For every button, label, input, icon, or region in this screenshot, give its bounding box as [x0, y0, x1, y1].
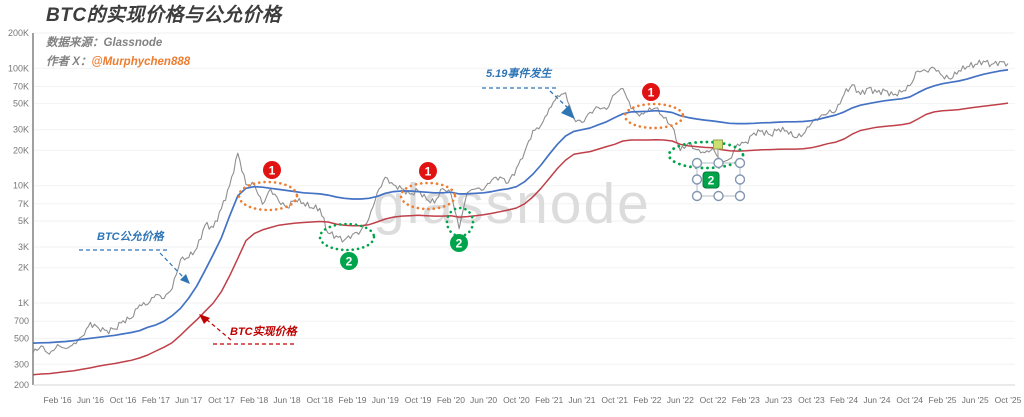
y-tick-label: 5K [18, 216, 29, 226]
x-tick-label: Feb '23 [732, 395, 760, 405]
y-tick-label: 30K [13, 125, 29, 135]
y-tick-label: 10K [13, 181, 29, 191]
badge-2-label: 2 [708, 174, 715, 188]
y-tick-label: 3K [18, 242, 29, 252]
annotation-badge-2-selected[interactable]: 2 [702, 171, 720, 189]
x-tick-label: Oct '20 [503, 395, 530, 405]
x-tick-label: Jun '25 [962, 395, 989, 405]
grid: 200K 100K 70K 50K 30K 20K 10K 7K 5K 3K 2K 1K 700 500 3… [8, 28, 1022, 405]
realized-arrow-line [205, 318, 232, 341]
x-tick-label: Feb '22 [633, 395, 661, 405]
y-tick-label: 2K [18, 263, 29, 273]
x-tick-label: Oct '21 [601, 395, 628, 405]
badge-1-label: 1 [269, 164, 276, 178]
x-tick-label: Feb '25 [928, 395, 956, 405]
x-tick-label: Feb '18 [240, 395, 268, 405]
realized-price-line-label[interactable]: BTC实现价格 [230, 326, 297, 338]
annotation-ellipse-bottom-2022[interactable] [667, 140, 745, 170]
x-tick-label: Oct '19 [405, 395, 432, 405]
x-tick-label: Oct '23 [798, 395, 825, 405]
annotation-ellipse-top-2018[interactable] [237, 180, 299, 212]
y-tick-label: 200K [8, 28, 29, 38]
x-tick-label: Jun '22 [667, 395, 694, 405]
annotation-ellipse-top-2022[interactable] [623, 102, 685, 130]
x-tick-label: Jun '17 [175, 395, 202, 405]
realized-price-line [32, 102, 1009, 376]
resize-handle-n[interactable] [713, 157, 724, 169]
x-tick-label: Jun '18 [273, 395, 300, 405]
x-tick-label: Oct '16 [110, 395, 137, 405]
annotation-badge-1-a[interactable]: 1 [263, 161, 281, 179]
x-tick-label: Jun '21 [568, 395, 595, 405]
glassnode-watermark: glassnode [373, 172, 651, 236]
author-line: 作者 X：@Murphychen888 [46, 56, 190, 69]
resize-handle-ne[interactable] [734, 157, 746, 169]
x-tick-label: Jun '16 [77, 395, 104, 405]
selection-widget: 2 [691, 139, 746, 202]
resize-handle-nw[interactable] [691, 157, 703, 169]
resize-handle-sw[interactable] [691, 190, 703, 202]
badge-1-label: 1 [425, 165, 432, 179]
realized-arrow-marker [199, 314, 210, 324]
y-tick-label: 20K [13, 145, 29, 155]
fair-price-line-label[interactable]: BTC公允价格 [97, 231, 164, 243]
event-annotation-label[interactable]: 5.19事件发生 [486, 68, 552, 80]
resize-handle-e[interactable] [734, 174, 746, 185]
y-tick-label: 70K [13, 82, 29, 92]
y-tick-label: 7K [18, 199, 29, 209]
resize-handle-w[interactable] [691, 174, 703, 185]
x-tick-label: Feb '24 [830, 395, 858, 405]
annotation-badge-1-c[interactable]: 1 [642, 83, 660, 101]
y-tick-label: 50K [13, 99, 29, 109]
annotation-badge-2-b[interactable]: 2 [450, 234, 468, 252]
x-tick-label: Feb '17 [142, 395, 170, 405]
annotation-badge-2-a[interactable]: 2 [340, 252, 358, 270]
y-tick-label: 100K [8, 63, 29, 73]
x-tick-label: Oct '25 [995, 395, 1022, 405]
event-arrow-marker [561, 105, 575, 119]
badge-2-label: 2 [456, 237, 463, 251]
rotation-handle[interactable] [713, 139, 723, 150]
badge-1-label: 1 [648, 86, 655, 100]
x-tick-label: Oct '24 [896, 395, 923, 405]
resize-handle-s[interactable] [713, 190, 724, 202]
resize-handle-se[interactable] [734, 190, 746, 202]
x-tick-label: Feb '19 [338, 395, 366, 405]
x-tick-label: Feb '21 [535, 395, 563, 405]
series-lines [32, 59, 1009, 376]
author-handle[interactable]: @Murphychen888 [91, 56, 191, 68]
x-tick-label: Oct '18 [306, 395, 333, 405]
chart-title: BTC的实现价格与公允价格 [46, 5, 282, 26]
x-tick-label: Jun '20 [470, 395, 497, 405]
annotation-ellipse-bottom-2018[interactable] [318, 222, 376, 252]
x-tick-label: Oct '22 [700, 395, 727, 405]
x-tick-label: Oct '17 [208, 395, 235, 405]
fair-arrow-marker [180, 274, 190, 284]
y-tick-label: 200 [14, 380, 29, 390]
y-tick-label: 300 [14, 359, 29, 369]
badge-2-label: 2 [346, 255, 353, 269]
y-tick-label: 500 [14, 333, 29, 343]
y-tick-label: 700 [14, 316, 29, 326]
x-tick-label: Feb '20 [437, 395, 465, 405]
fair-price-line [32, 69, 1009, 344]
author-label: 作者 X： [46, 56, 92, 68]
btc-price-line [32, 59, 1009, 355]
data-source: 数据来源：Glassnode [46, 37, 163, 49]
x-tick-label: Jun '23 [765, 395, 792, 405]
x-tick-label: Feb '16 [44, 395, 72, 405]
x-tick-label: Jun '19 [372, 395, 399, 405]
annotation-badge-1-b[interactable]: 1 [419, 162, 437, 180]
y-tick-label: 1K [18, 298, 29, 308]
fair-arrow-line [159, 252, 185, 279]
annotation-ellipse-top-2019[interactable] [399, 181, 457, 211]
x-tick-label: Jun '24 [863, 395, 890, 405]
